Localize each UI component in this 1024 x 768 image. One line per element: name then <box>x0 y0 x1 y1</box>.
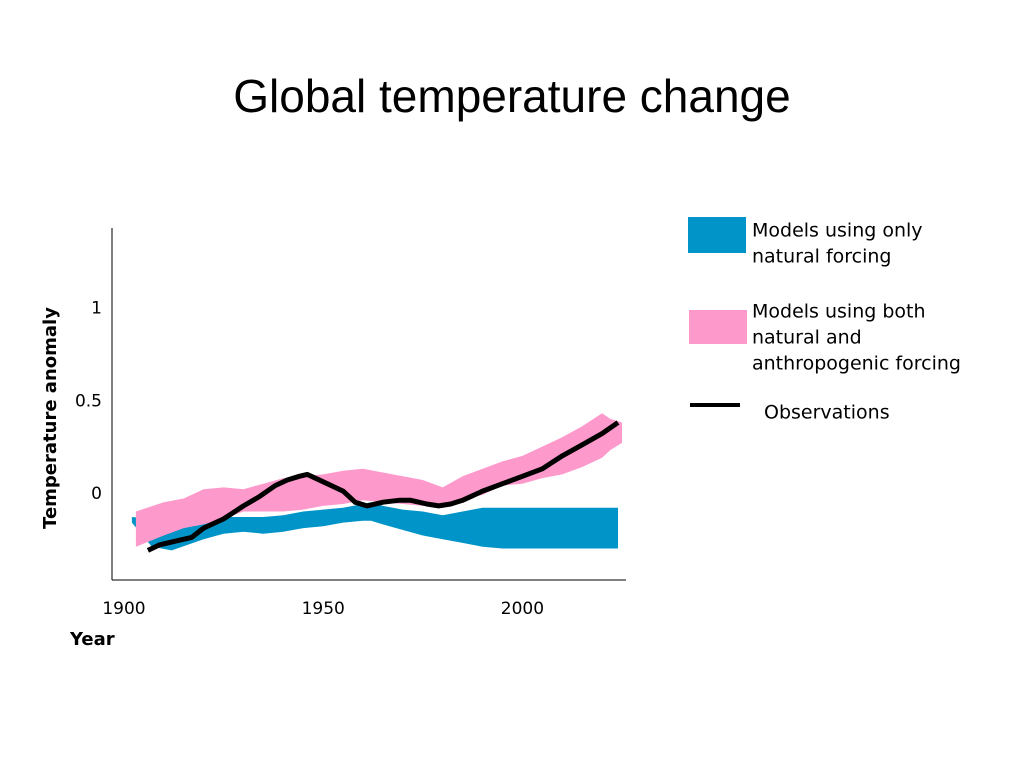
line-observations <box>146 420 620 553</box>
legend-item-observations: Observations <box>690 402 890 424</box>
legend-swatch <box>689 310 747 344</box>
x-tick-label: 2000 <box>501 599 544 619</box>
x-tick-label: 1950 <box>302 599 345 619</box>
x-axis-label: Year <box>69 629 115 650</box>
slide-title: Global temperature change <box>233 70 791 122</box>
legend-label: Models using only natural forcing <box>752 220 923 268</box>
legend-label: Models using both natural and anthropogeni… <box>752 301 961 375</box>
chart-bands <box>131 413 622 551</box>
band-models-using-both-natural-and-anthropogenic-forcing <box>135 413 622 547</box>
legend-label: Observations <box>764 402 890 424</box>
y-tick-labels: 00.51 <box>75 299 102 504</box>
y-tick-label: 0.5 <box>75 391 102 411</box>
legend-item-models-using-only-natural-forcing: Models using only natural forcing <box>688 217 923 268</box>
legend-item-models-using-both-natural-and-anthropogenic-forcing: Models using both natural and anthropogeni… <box>689 301 961 375</box>
band-models-using-only-natural-forcing <box>131 502 618 551</box>
x-tick-labels: 1900 1950 2000 <box>102 599 544 619</box>
legend-swatch <box>688 217 746 253</box>
y-tick-label: 0 <box>91 484 102 504</box>
y-axis-label: Temperature anomaly <box>40 307 61 529</box>
legend: Models using only natural forcing Models u… <box>688 217 961 424</box>
chart-lines <box>146 420 620 553</box>
x-tick-label: 1900 <box>102 599 145 619</box>
y-tick-label: 1 <box>91 299 102 319</box>
